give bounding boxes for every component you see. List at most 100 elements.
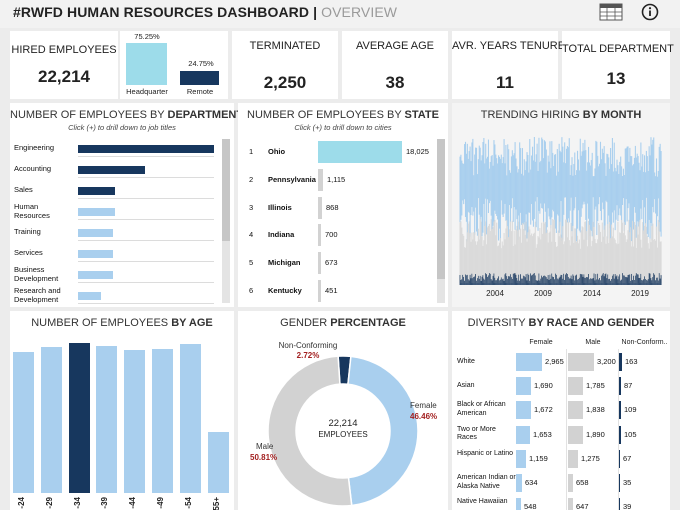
age-bar[interactable] (13, 352, 34, 493)
state-rank: 4 (249, 230, 254, 240)
div-nc-bar[interactable] (619, 474, 620, 492)
div-male-bar[interactable] (568, 401, 583, 420)
div-nc-bar[interactable] (619, 353, 622, 371)
div-female-value: 1,690 (534, 381, 553, 391)
div-female-value: 1,653 (533, 429, 552, 439)
state-rank: 6 (249, 286, 254, 295)
dept-chart-title: NUMBER OF EMPLOYEES BY DEPARTMENT (10, 109, 243, 121)
hq-bar[interactable] (126, 43, 167, 85)
legend-male-name: Male (256, 442, 274, 451)
div-female-bar[interactable] (516, 401, 531, 420)
state-bar[interactable] (318, 280, 321, 302)
div-female-bar[interactable] (516, 449, 526, 468)
diversity-rows: White 2,965 3,200 163 Asian 1,690 1,785 87 Black… (452, 349, 670, 510)
donut-slice-female[interactable] (347, 355, 419, 507)
kpi-hired-label: HIRED EMPLOYEES (11, 44, 117, 56)
donut-center-value: 22,214 (328, 418, 358, 429)
state-bar[interactable] (318, 168, 323, 191)
dept-title-a: NUMBER OF EMPLOYEES BY (10, 109, 168, 121)
donut-slice-male[interactable] (267, 355, 353, 507)
legend-male-pct: 50.81% (250, 453, 278, 462)
dept-scroll-thumb[interactable] (222, 139, 230, 241)
dept-bar[interactable] (78, 292, 101, 300)
dept-bar[interactable] (78, 166, 145, 174)
div-male-bar[interactable] (568, 474, 573, 492)
table-grid-icon[interactable] (599, 3, 623, 21)
state-name: Kentucky (268, 286, 302, 295)
kpi-avgage-label: AVERAGE AGE (355, 40, 435, 52)
trend-x-axis: 2004 2009 2014 2019 (452, 289, 670, 303)
div-nc-bar[interactable] (619, 449, 620, 468)
div-nc-value: 163 (625, 357, 638, 366)
dept-bar[interactable] (78, 145, 214, 153)
age-bar[interactable] (68, 343, 90, 493)
dept-label: Services (14, 248, 43, 257)
age-bar[interactable] (207, 432, 229, 493)
dept-bar[interactable] (78, 187, 115, 195)
dept-bar[interactable] (78, 250, 113, 258)
state-bar[interactable] (318, 224, 321, 247)
div-nc-bar[interactable] (619, 401, 621, 420)
kpi-hired-value: 22,214 (38, 67, 90, 86)
state-name: Indiana (268, 230, 295, 240)
col-nc: Non-Conform.. (621, 339, 668, 346)
remote-label: Remote (186, 87, 214, 96)
div-female-bar[interactable] (516, 353, 542, 371)
state-name: Illinois (268, 202, 292, 212)
dept-gridline (78, 303, 214, 304)
state-bar[interactable] (318, 141, 402, 163)
dept-bar[interactable] (78, 271, 113, 279)
age-bar[interactable] (40, 347, 62, 493)
age-bar[interactable] (96, 346, 118, 493)
dashboard-header: #RWFD HUMAN RESOURCES DASHBOARD | OVERVI… (0, 0, 680, 28)
div-nc-value: 105 (624, 429, 637, 439)
age-bar[interactable] (152, 349, 173, 493)
div-male-bar[interactable] (568, 377, 583, 396)
age-bars: -24 -29 -34 -39 -44 -49 -54 55+ (10, 341, 234, 510)
state-scrollbar[interactable] (437, 139, 445, 303)
age-chart-card: NUMBER OF EMPLOYEES BY AGE -24 -29 -34 -39-… (10, 311, 234, 510)
dept-label: Engineering (14, 143, 55, 152)
info-icon[interactable] (641, 3, 659, 21)
age-bar[interactable] (179, 344, 201, 493)
state-name: Michigan (268, 258, 301, 268)
age-bar[interactable] (124, 350, 146, 493)
div-nc-bar[interactable] (619, 377, 621, 396)
trend-x-tick: 2004 (486, 289, 504, 298)
div-male-bar[interactable] (568, 353, 594, 371)
title-subtitle: OVERVIEW (321, 4, 398, 20)
state-value: 1,115 (327, 174, 346, 184)
remote-bar[interactable] (180, 71, 219, 85)
gender-donut[interactable] (238, 311, 448, 510)
div-male-bar[interactable] (568, 425, 583, 444)
dept-bar[interactable] (78, 208, 115, 216)
diversity-title-a: DIVERSITY (467, 317, 529, 329)
div-male-bar[interactable] (568, 498, 573, 510)
age-tick-label: 55+ (211, 497, 221, 510)
kpi-tenure-label: AVR. YEARS TENURE (452, 40, 566, 52)
trend-title-a: TRENDING HIRING (480, 109, 583, 121)
trend-plot[interactable] (452, 127, 670, 287)
div-female-bar[interactable] (516, 377, 531, 396)
dept-gridline (78, 219, 214, 220)
legend-female-pct: 46.46% (410, 412, 438, 421)
div-male-bar[interactable] (568, 449, 578, 468)
div-race-label: Native Hawaiian (457, 498, 508, 506)
state-bar[interactable] (318, 252, 321, 275)
legend-female-name: Female (410, 401, 437, 410)
state-scroll-thumb[interactable] (437, 139, 445, 279)
dept-gridline (78, 177, 214, 178)
state-rank: 3 (249, 202, 254, 212)
dept-scrollbar[interactable] (222, 139, 230, 303)
div-nc-bar[interactable] (619, 498, 620, 510)
col-female: Female (529, 339, 553, 346)
div-female-bar[interactable] (516, 425, 530, 444)
dept-bar[interactable] (78, 229, 113, 237)
div-female-bar[interactable] (516, 498, 521, 510)
div-female-bar[interactable] (516, 474, 522, 492)
state-bar[interactable] (318, 196, 322, 219)
kpi-hired-card: HIRED EMPLOYEES 22,214 (10, 31, 118, 99)
age-tick-label: -29 (44, 497, 54, 509)
div-nc-bar[interactable] (619, 425, 621, 444)
dept-label: Business Development (14, 265, 59, 283)
